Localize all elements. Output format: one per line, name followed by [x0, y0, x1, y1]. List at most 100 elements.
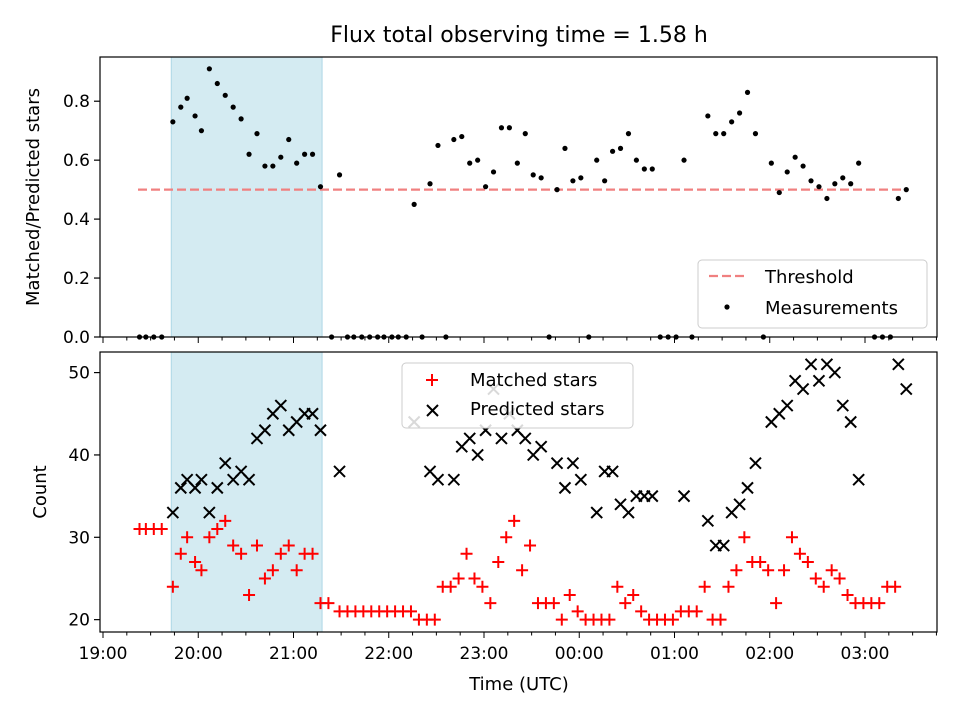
matched-star-point [809, 572, 822, 585]
matched-star-point [730, 564, 743, 577]
predicted-star-point [258, 424, 272, 437]
measurement-point [800, 163, 806, 169]
legend-measurements-label: Measurements [765, 298, 898, 319]
top-ytick-label: 0.4 [63, 210, 90, 230]
predicted-star-point [828, 366, 842, 379]
predicted-star-point [274, 399, 288, 412]
predicted-star-point [447, 473, 461, 486]
matched-star-point [306, 547, 319, 560]
measurement-point [633, 157, 640, 163]
x-tick-label: 23:00 [460, 644, 509, 664]
measurement-point [578, 175, 584, 181]
bottom-ytick-label: 30 [68, 528, 90, 548]
measurement-point [336, 172, 343, 178]
matched-star-point [404, 605, 417, 618]
x-tick-label: 03:00 [841, 644, 890, 664]
top-ytick-label: 0.2 [63, 269, 90, 289]
bottom-x-axis-label: Time (UTC) [468, 674, 569, 695]
top-measurements [136, 66, 909, 340]
predicted-star-point [701, 514, 715, 528]
measurement-point [514, 160, 520, 166]
x-tick-label: 19:00 [79, 644, 128, 664]
matched-star-point [181, 531, 194, 544]
predicted-star-point [590, 506, 603, 519]
bottom-y-axis-label: Count [30, 465, 51, 518]
measurement-point [475, 157, 481, 163]
predicted-star-point [219, 456, 232, 470]
legend-measurements-swatch [724, 304, 730, 310]
measurement-point [278, 154, 284, 160]
predicted-star-point [717, 539, 730, 552]
measurement-point [840, 175, 846, 181]
measurement-point [427, 181, 433, 187]
predicted-star-point [796, 382, 810, 396]
measurement-point [270, 163, 276, 169]
legend-predicted-swatch [426, 404, 439, 417]
measurement-point [792, 154, 798, 160]
predicted-star-point [836, 399, 849, 412]
measurement-point [302, 151, 308, 157]
measurement-point [286, 136, 292, 143]
measurement-point [254, 131, 260, 137]
predicted-star-point [733, 498, 746, 511]
predicted-star-point [242, 473, 256, 486]
measurement-point [784, 169, 790, 175]
top-ytick-label: 0.8 [63, 92, 90, 112]
measurement-point [238, 116, 244, 122]
predicted-star-point [211, 481, 224, 495]
measurement-point [482, 184, 489, 190]
top-observing-span [170, 56, 323, 338]
matched-star-point [444, 580, 457, 593]
bottom-ytick-label: 20 [68, 611, 90, 631]
matched-star-point [817, 580, 830, 593]
measurement-point [411, 201, 417, 207]
matched-star-point [219, 514, 232, 527]
matched-star-point [603, 613, 616, 626]
x-tick-label: 02:00 [745, 644, 794, 664]
measurement-point [744, 89, 751, 95]
measurement-point [895, 195, 901, 202]
matched-star-point [873, 597, 886, 610]
measurement-point [506, 125, 512, 131]
top-legend: Threshold Measurements [697, 259, 928, 329]
measurement-point [705, 113, 711, 119]
measurement-point [538, 175, 544, 181]
measurement-point [713, 131, 719, 137]
matched-star-point [508, 514, 521, 527]
matched-star-point [785, 531, 798, 544]
matched-star-point [452, 572, 465, 585]
legend-predicted-label: Predicted stars [470, 399, 604, 420]
measurement-point [609, 148, 616, 154]
matched-star-point [841, 588, 854, 601]
matched-star-point [619, 597, 632, 610]
legend-threshold-label: Threshold [764, 267, 854, 288]
matched-star-point [690, 605, 703, 618]
top-y-axis-label: Matched/Predicted stars [23, 88, 44, 306]
measurement-point [816, 184, 822, 190]
predicted-star-point [781, 399, 794, 412]
matched-star-point [611, 580, 624, 593]
matched-star-point [793, 547, 806, 560]
matched-star-point [801, 556, 814, 568]
measurement-point [317, 184, 324, 190]
matched-star-point [666, 613, 679, 626]
predicted-star-point [844, 415, 857, 429]
matched-star-point [754, 556, 767, 568]
measurement-point [903, 187, 909, 193]
matched-star-point [460, 547, 473, 560]
measurement-point [246, 151, 252, 157]
measurement-point [625, 131, 632, 137]
measurement-point [522, 131, 528, 137]
measurement-point [214, 80, 220, 87]
top-ytick-label: 0.0 [63, 328, 90, 348]
matched-star-point [211, 523, 224, 536]
predicted-star-point [463, 432, 476, 445]
matched-star-point [243, 588, 256, 601]
matched-star-point [492, 556, 505, 568]
matched-star-point [714, 613, 727, 626]
measurement-point [192, 113, 198, 119]
matched-star-point [524, 539, 537, 552]
bottom-observing-span [170, 351, 323, 633]
matched-star-point [174, 547, 187, 560]
